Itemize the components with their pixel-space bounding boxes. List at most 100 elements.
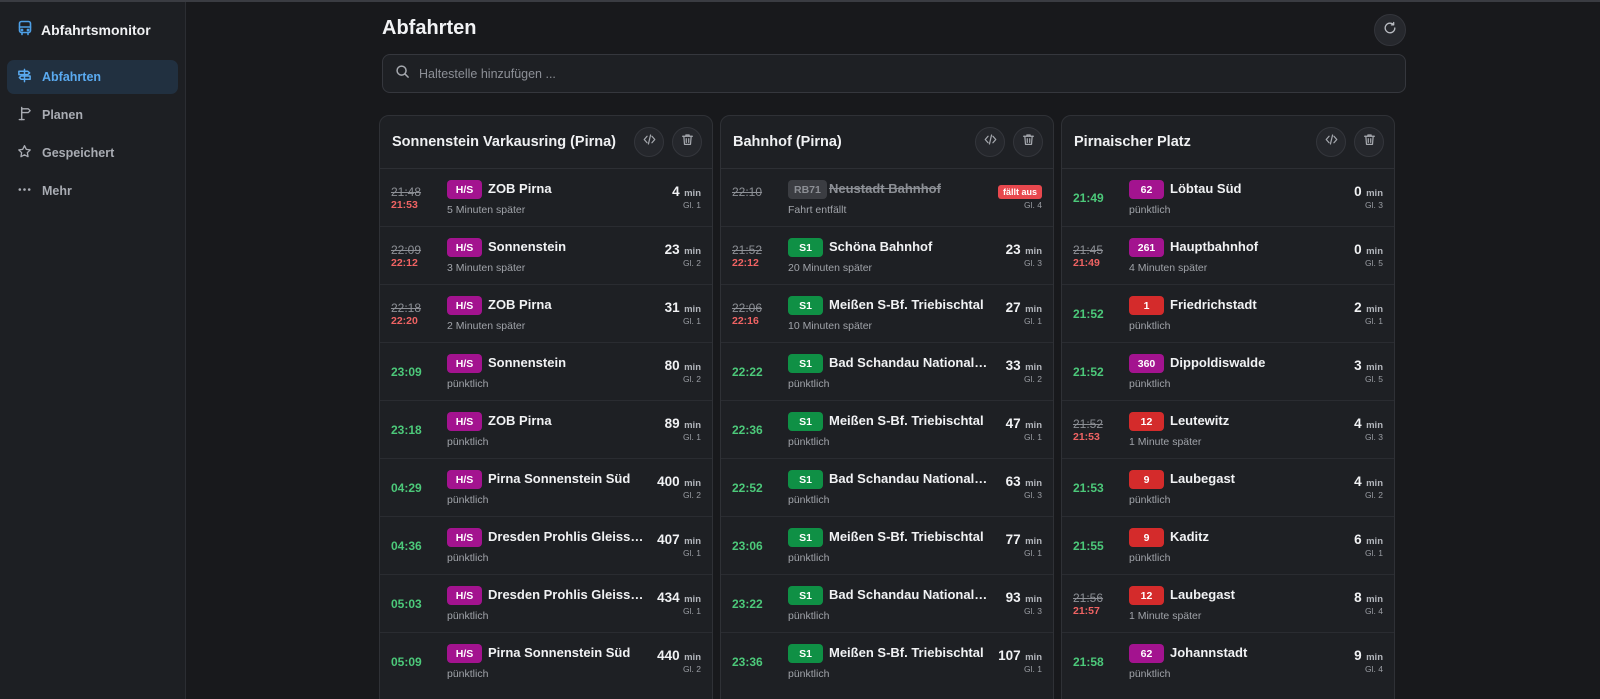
departure-row[interactable]: 21:56 21:57 12 Laubegast 1 Minute später 8 mi…: [1062, 575, 1394, 633]
departure-row[interactable]: 22:52 S1 Bad Schandau Nationalparkbahnhof p…: [721, 459, 1053, 517]
platform: Gl. 1: [1024, 316, 1042, 326]
departure-row[interactable]: 23:18 H/S ZOB Pirna pünktlich 89 min Gl. 1: [380, 401, 712, 459]
departure-row[interactable]: 23:22 S1 Bad Schandau Nationalparkbahnhof p…: [721, 575, 1053, 633]
platform: Gl. 2: [1024, 374, 1042, 384]
departure-row[interactable]: 21:55 9 Kaditz pünktlich 6 min Gl. 1: [1062, 517, 1394, 575]
minutes-until: 93 min: [1006, 589, 1042, 607]
minutes-value: 31: [664, 300, 680, 315]
minutes-until: 107 min: [998, 647, 1042, 665]
departure-row[interactable]: 21:45 21:49 261 Hauptbahnhof 4 Minuten späte…: [1062, 227, 1394, 285]
departure-row[interactable]: 21:52 22:12 S1 Schöna Bahnhof 20 Minuten spä…: [721, 227, 1053, 285]
delay-status: pünktlich: [788, 436, 830, 448]
minutes-until: 27 min: [1006, 299, 1042, 317]
brand[interactable]: Abfahrtsmonitor: [0, 2, 185, 58]
minutes-unit: min: [1025, 536, 1042, 547]
departure-row[interactable]: 21:49 62 Löbtau Süd pünktlich 0 min Gl. 3: [1062, 169, 1394, 227]
line-badge: H/S: [447, 528, 482, 547]
delay-status: pünktlich: [447, 436, 489, 448]
departure-row[interactable]: 23:09 H/S Sonnenstein pünktlich 80 min Gl. 2: [380, 343, 712, 401]
embed-button[interactable]: [634, 127, 664, 157]
minutes-unit: min: [1025, 594, 1042, 605]
departure-row[interactable]: 22:09 22:12 H/S Sonnenstein 3 Minuten später…: [380, 227, 712, 285]
platform: Gl. 2: [683, 664, 701, 674]
minutes-value: 93: [1005, 590, 1021, 605]
departure-row[interactable]: 23:06 S1 Meißen S-Bf. Triebischtal pünktlic…: [721, 517, 1053, 575]
departure-time: 23:06: [732, 539, 763, 553]
departure-row[interactable]: 04:36 H/S Dresden Prohlis Gleisschleife pün…: [380, 517, 712, 575]
embed-button[interactable]: [1316, 127, 1346, 157]
platform: Gl. 2: [683, 490, 701, 500]
minutes-until: 47 min: [1006, 415, 1042, 433]
destination: Meißen S-Bf. Triebischtal: [829, 413, 984, 428]
departure-row[interactable]: 04:29 H/S Pirna Sonnenstein Süd pünktlich 40…: [380, 459, 712, 517]
delete-button[interactable]: [1013, 127, 1043, 157]
line-badge: H/S: [447, 586, 482, 605]
departure-row[interactable]: 22:10 RB71 Neustadt Bahnhof Fahrt entfällt f…: [721, 169, 1053, 227]
refresh-button[interactable]: [1374, 14, 1406, 46]
delete-button[interactable]: [672, 127, 702, 157]
minutes-unit: min: [1366, 652, 1383, 663]
line-badge: 261: [1129, 238, 1164, 257]
station-title: Pirnaischer Platz: [1074, 134, 1191, 150]
delete-button[interactable]: [1354, 127, 1384, 157]
delay-status: pünktlich: [1129, 378, 1171, 390]
departure-row[interactable]: 22:36 S1 Meißen S-Bf. Triebischtal pünktlic…: [721, 401, 1053, 459]
departure-time: 21:53: [1073, 481, 1104, 495]
minutes-until: 0 min: [1354, 241, 1383, 259]
minutes-until: 407 min: [657, 531, 701, 549]
minutes-until: 80 min: [665, 357, 701, 375]
departure-row[interactable]: 21:52 1 Friedrichstadt pünktlich 2 min Gl. 1: [1062, 285, 1394, 343]
delay-status: Fahrt entfällt: [788, 204, 847, 216]
sidebar-item-gespeichert[interactable]: Gespeichert: [7, 136, 178, 170]
sidebar-item-mehr[interactable]: Mehr: [7, 174, 178, 208]
departure-time: 05:03: [391, 597, 422, 611]
more-dots-icon: [17, 182, 42, 200]
sidebar-item-abfahrten[interactable]: Abfahrten: [7, 60, 178, 94]
search-input[interactable]: [419, 66, 1319, 81]
delay-status: pünktlich: [447, 668, 489, 680]
platform: Gl. 1: [683, 432, 701, 442]
departure-row[interactable]: 21:58 62 Johannstadt pünktlich 9 min Gl. 4: [1062, 633, 1394, 691]
departure-row[interactable]: 22:18 22:20 H/S ZOB Pirna 2 Minuten später 31…: [380, 285, 712, 343]
departure-row[interactable]: 21:48 21:53 H/S ZOB Pirna 5 Minuten später 4 …: [380, 169, 712, 227]
minutes-unit: min: [1025, 420, 1042, 431]
departure-time: 23:22: [732, 597, 763, 611]
actual-time: 22:12: [732, 257, 759, 269]
delay-status: pünktlich: [788, 668, 830, 680]
departure-row[interactable]: 23:36 S1 Meißen S-Bf. Triebischtal pünktlic…: [721, 633, 1053, 691]
minutes-value: 80: [664, 358, 680, 373]
bus-icon: [17, 20, 41, 41]
departure-time: 21:55: [1073, 539, 1104, 553]
minutes-unit: min: [684, 188, 701, 199]
destination: Bad Schandau Nationalparkbahnhof: [829, 587, 991, 602]
minutes-until: 4 min: [1354, 473, 1383, 491]
main-content: Abfahrten Sonnenstein Varkausring (Pirna…: [186, 2, 1600, 699]
minutes-unit: min: [684, 246, 701, 257]
departure-row[interactable]: 05:03 H/S Dresden Prohlis Gleisschleife pün…: [380, 575, 712, 633]
minutes-value: 440: [657, 648, 680, 663]
cancelled-badge: fällt aus: [997, 185, 1042, 199]
line-badge: S1: [788, 528, 823, 547]
line-badge: H/S: [447, 470, 482, 489]
departure-row[interactable]: 22:06 22:16 S1 Meißen S-Bf. Triebischtal 10 …: [721, 285, 1053, 343]
embed-button[interactable]: [975, 127, 1005, 157]
departure-row[interactable]: 21:52 21:53 12 Leutewitz 1 Minute später 4 mi…: [1062, 401, 1394, 459]
star-icon: [17, 144, 42, 162]
line-badge: S1: [788, 644, 823, 663]
departure-row[interactable]: 22:22 S1 Bad Schandau Nationalparkbahnhof p…: [721, 343, 1053, 401]
minutes-unit: min: [684, 420, 701, 431]
departure-row[interactable]: 05:09 H/S Pirna Sonnenstein Süd pünktlich 44…: [380, 633, 712, 691]
departure-row[interactable]: 21:53 9 Laubegast pünktlich 4 min Gl. 2: [1062, 459, 1394, 517]
minutes-value: 77: [1005, 532, 1021, 547]
station-title: Sonnenstein Varkausring (Pirna): [392, 134, 616, 150]
sidebar-nav: Abfahrten Planen Gespeichert: [0, 60, 185, 208]
line-badge: 62: [1129, 180, 1164, 199]
destination: Pirna Sonnenstein Süd: [488, 645, 631, 660]
sidebar-item-planen[interactable]: Planen: [7, 98, 178, 132]
destination: Schöna Bahnhof: [829, 239, 933, 254]
minutes-unit: min: [1366, 246, 1383, 257]
card-header: Pirnaischer Platz: [1062, 116, 1394, 169]
planned-time: 22:18: [391, 301, 422, 315]
departure-row[interactable]: 21:52 360 Dippoldiswalde pünktlich 3 min Gl. …: [1062, 343, 1394, 401]
minutes-until: 33 min: [1006, 357, 1042, 375]
